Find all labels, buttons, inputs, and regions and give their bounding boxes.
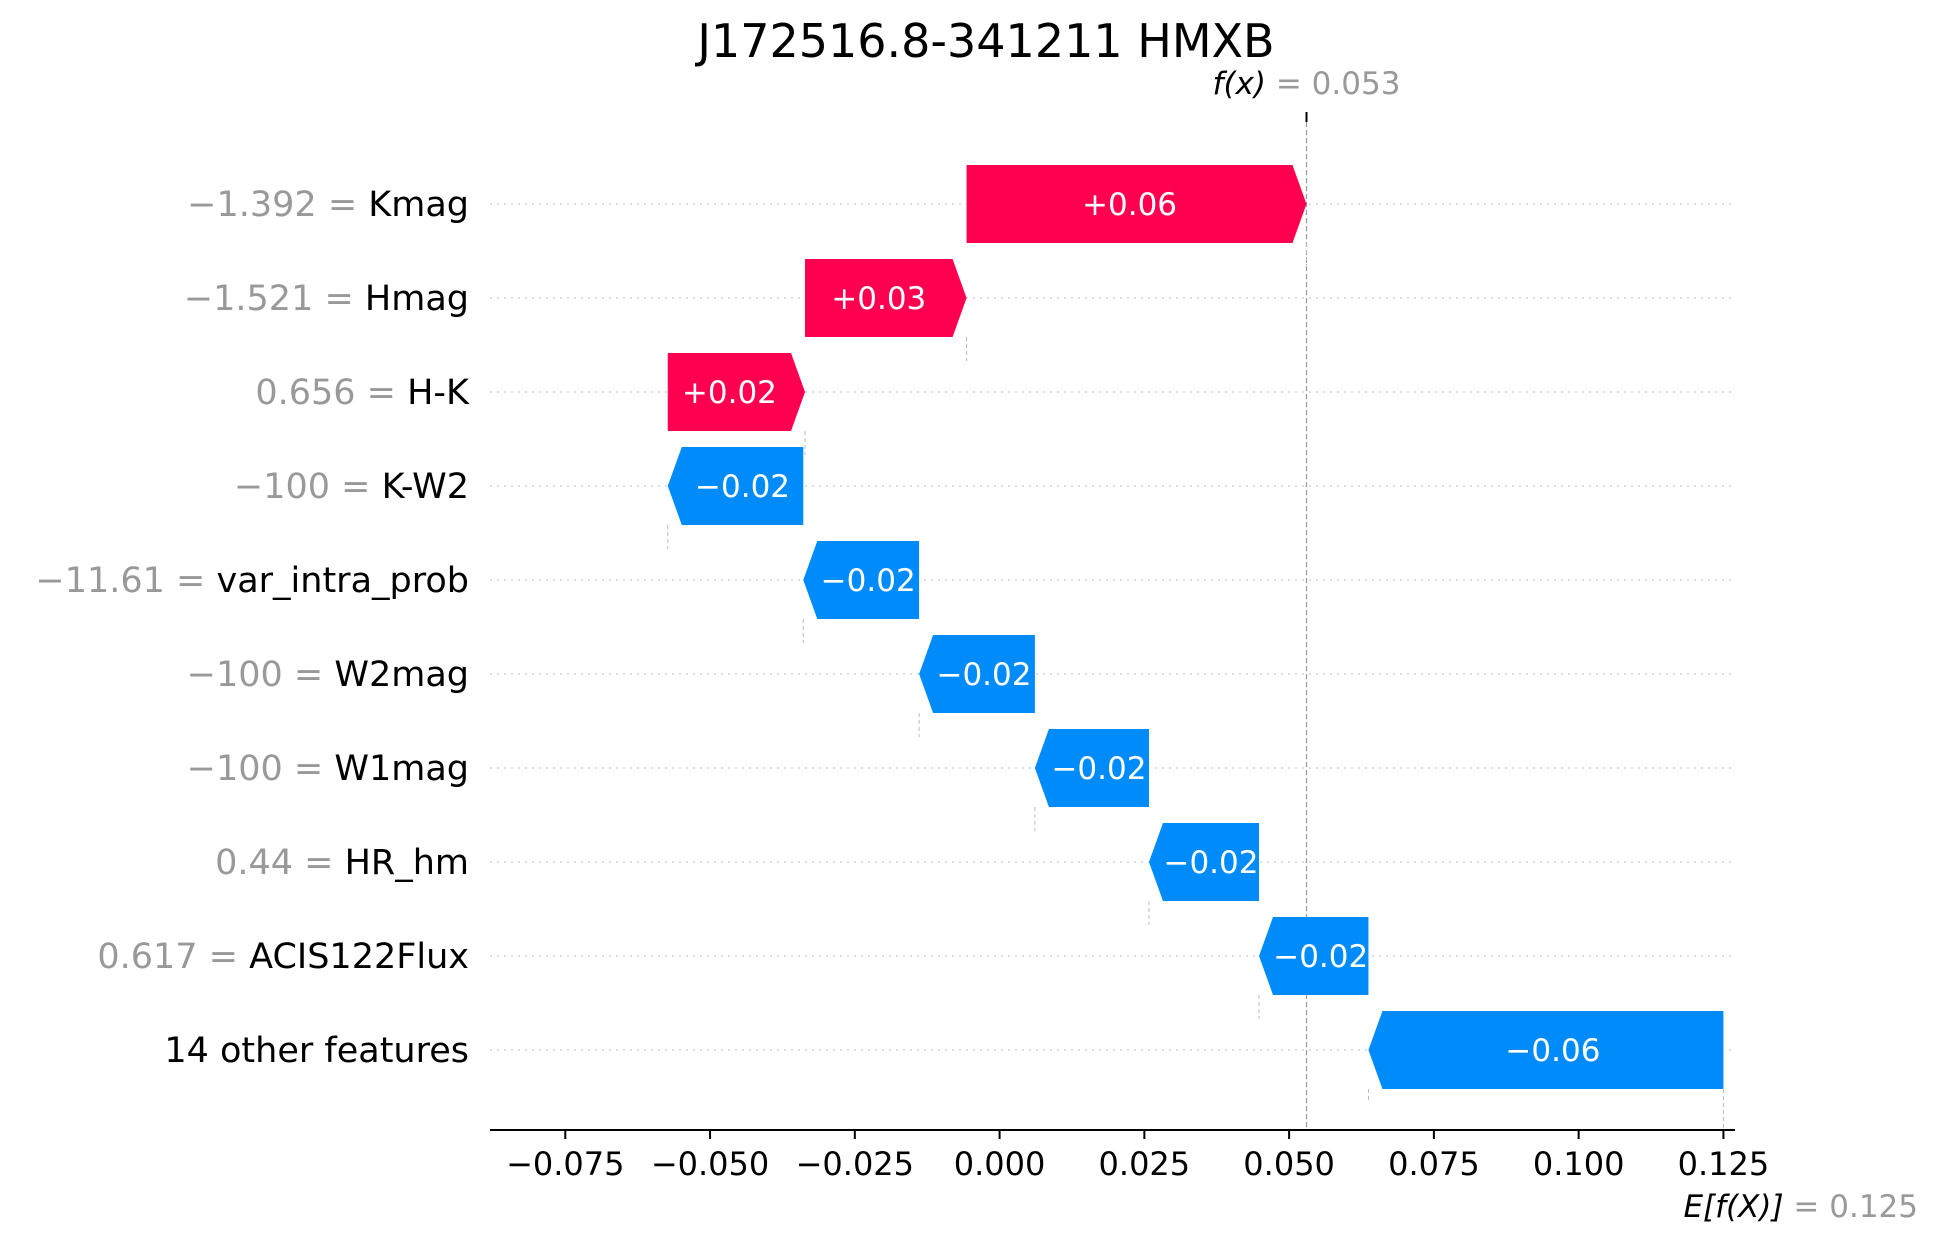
output-value-number: = 0.053	[1276, 66, 1401, 102]
feature-label: 0.617 = ACIS122Flux	[97, 937, 469, 977]
bar-1	[966, 165, 1307, 243]
bar-8	[1148, 823, 1260, 901]
base-value-label: E[f(X)] = 0.125	[1683, 1189, 1918, 1225]
base-value-name: E[f(X)]	[1683, 1189, 1793, 1225]
x-tick-label: 0.025	[1099, 1145, 1191, 1183]
bar-2	[805, 259, 967, 337]
feature-value: −11.61 =	[35, 561, 216, 601]
x-tick-label: 0.075	[1388, 1145, 1480, 1183]
feature-name: 14 other features	[164, 1031, 469, 1071]
feature-name: HR_hm	[345, 843, 469, 883]
bar-3	[667, 353, 806, 431]
output-value-name: f(x)	[1213, 66, 1276, 102]
bar-value-label: +0.06	[1082, 187, 1177, 223]
bar-6	[919, 635, 1035, 713]
bar-7	[1034, 729, 1149, 807]
x-tick-label: 0.000	[954, 1145, 1046, 1183]
bar-value-label: −0.06	[1505, 1033, 1600, 1069]
feature-value: −100 =	[234, 467, 382, 507]
bar-value-label: −0.02	[936, 657, 1031, 693]
feature-name: K-W2	[382, 467, 469, 507]
feature-label: −100 = W1mag	[187, 749, 469, 789]
output-value-label: f(x) = 0.053	[1213, 66, 1401, 102]
feature-value: −100 =	[187, 655, 335, 695]
bar-value-label: −0.02	[1273, 939, 1368, 975]
feature-name: Kmag	[368, 185, 469, 225]
bar-9	[1259, 917, 1369, 995]
base-value-number: = 0.125	[1793, 1189, 1918, 1225]
feature-value: −1.521 =	[184, 279, 365, 319]
bar-value-label: +0.02	[682, 375, 777, 411]
bar-value-label: −0.02	[1163, 845, 1258, 881]
feature-label: −1.392 = Kmag	[187, 185, 469, 225]
x-tick-label: −0.050	[651, 1145, 769, 1183]
chart-title: J172516.8-341211 HMXB	[694, 14, 1274, 68]
feature-name: W1mag	[334, 749, 469, 789]
feature-label: 14 other features	[164, 1031, 469, 1071]
feature-name: H-K	[407, 373, 470, 413]
feature-label: −100 = W2mag	[187, 655, 469, 695]
feature-label: 0.44 = HR_hm	[215, 843, 469, 883]
feature-name: var_intra_prob	[217, 561, 470, 601]
x-tick-label: −0.025	[796, 1145, 914, 1183]
bar-value-label: −0.02	[1051, 751, 1146, 787]
x-tick-label: 0.125	[1678, 1145, 1770, 1183]
feature-value: 0.617 =	[97, 937, 249, 977]
feature-label: −11.61 = var_intra_prob	[35, 561, 469, 601]
feature-name: Hmag	[365, 279, 469, 319]
bar-5	[803, 541, 920, 619]
feature-value: −1.392 =	[187, 185, 368, 225]
bar-4	[667, 447, 804, 525]
feature-name: ACIS122Flux	[249, 937, 469, 977]
feature-name: W2mag	[334, 655, 469, 695]
feature-value: 0.656 =	[255, 373, 407, 413]
x-tick-label: −0.075	[506, 1145, 624, 1183]
x-tick-label: 0.100	[1533, 1145, 1625, 1183]
feature-label: −100 = K-W2	[234, 467, 469, 507]
feature-value: 0.44 =	[215, 843, 345, 883]
feature-label: 0.656 = H-K	[255, 373, 470, 413]
bar-10	[1368, 1011, 1724, 1089]
bar-value-label: +0.03	[831, 281, 926, 317]
bar-value-label: −0.02	[821, 563, 916, 599]
feature-value: −100 =	[187, 749, 335, 789]
x-tick-label: 0.050	[1243, 1145, 1335, 1183]
feature-label: −1.521 = Hmag	[184, 279, 469, 319]
bar-value-label: −0.02	[695, 469, 790, 505]
